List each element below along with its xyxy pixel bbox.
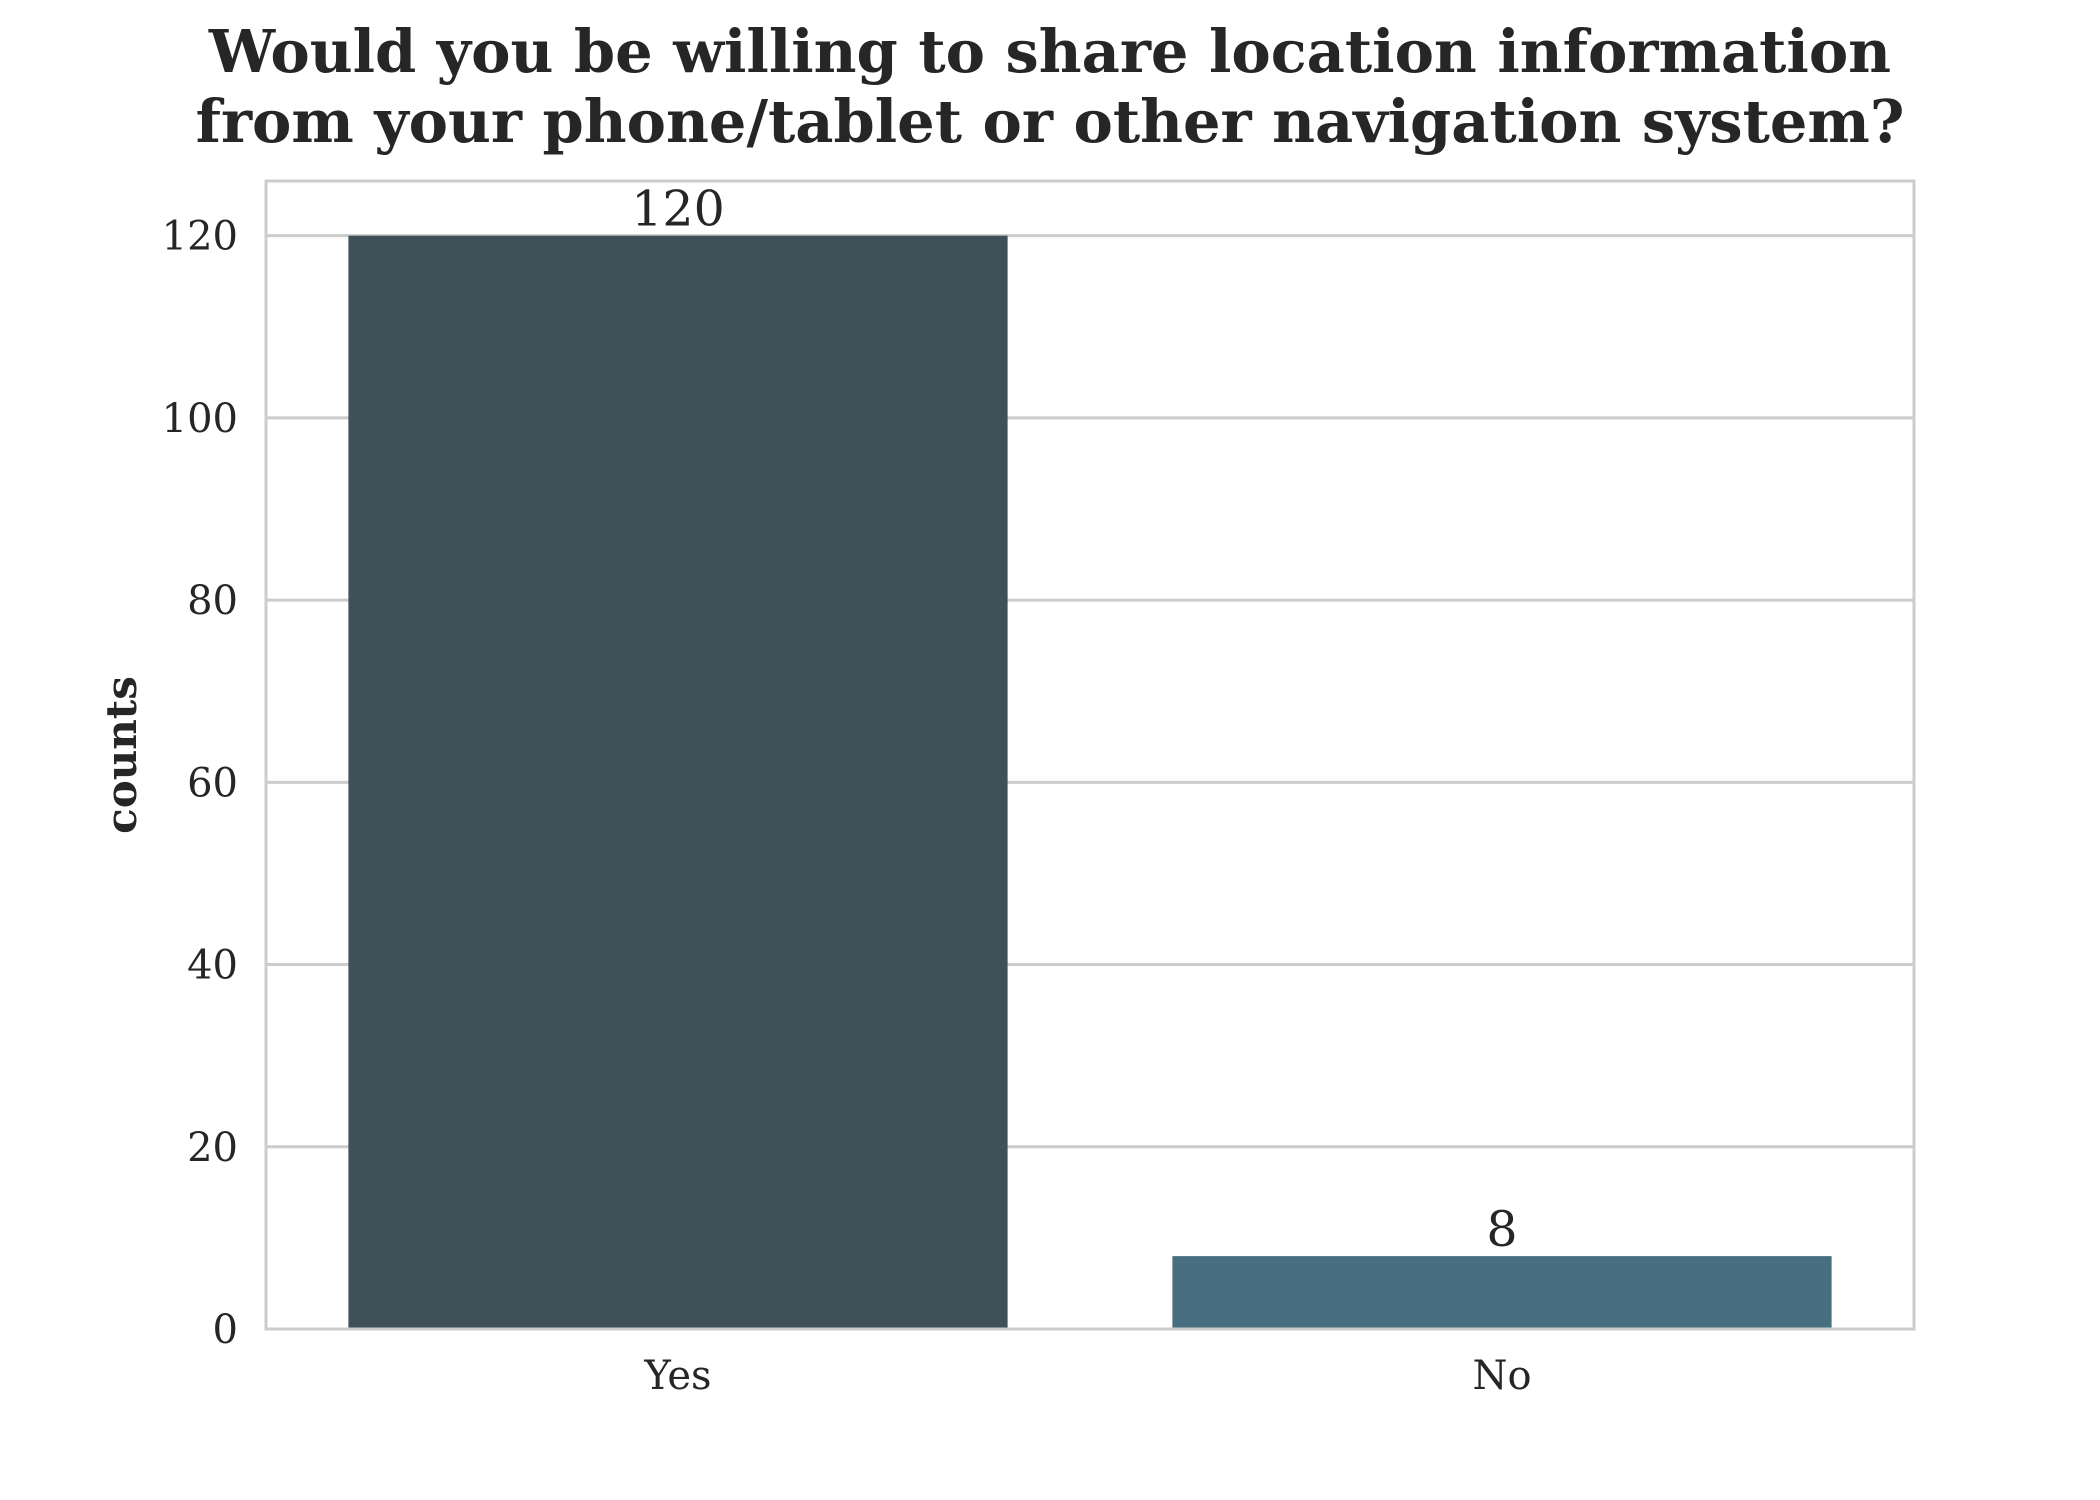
bar-no (1172, 1256, 1832, 1329)
chart-title-line-2: from your phone/tablet or other navigati… (196, 87, 1905, 156)
bar-value-labels: 120 8 (631, 181, 1517, 1258)
bars (348, 235, 1832, 1330)
y-tick-label-80: 80 (187, 578, 238, 624)
x-axis-ticks: Yes No (643, 1353, 1531, 1399)
y-tick-label-20: 20 (187, 1125, 238, 1171)
y-tick-label-40: 40 (187, 943, 238, 989)
bar-value-label-no: 8 (1486, 1201, 1517, 1258)
chart-title-line-1: Would you be willing to share location i… (208, 17, 1891, 86)
bar-value-label-yes: 120 (631, 181, 725, 238)
y-axis-label: counts (97, 676, 146, 834)
x-tick-label-no: No (1472, 1353, 1531, 1399)
y-tick-label-100: 100 (162, 396, 238, 442)
y-tick-label-120: 120 (162, 214, 238, 260)
x-tick-label-yes: Yes (643, 1353, 711, 1399)
y-tick-label-0: 0 (213, 1307, 238, 1353)
y-axis-ticks: 0 20 40 60 80 100 120 (162, 214, 238, 1353)
y-tick-label-60: 60 (187, 760, 238, 806)
chart-title: Would you be willing to share location i… (196, 17, 1905, 156)
plot-frame (264, 179, 1916, 1331)
bar-yes (348, 235, 1008, 1330)
